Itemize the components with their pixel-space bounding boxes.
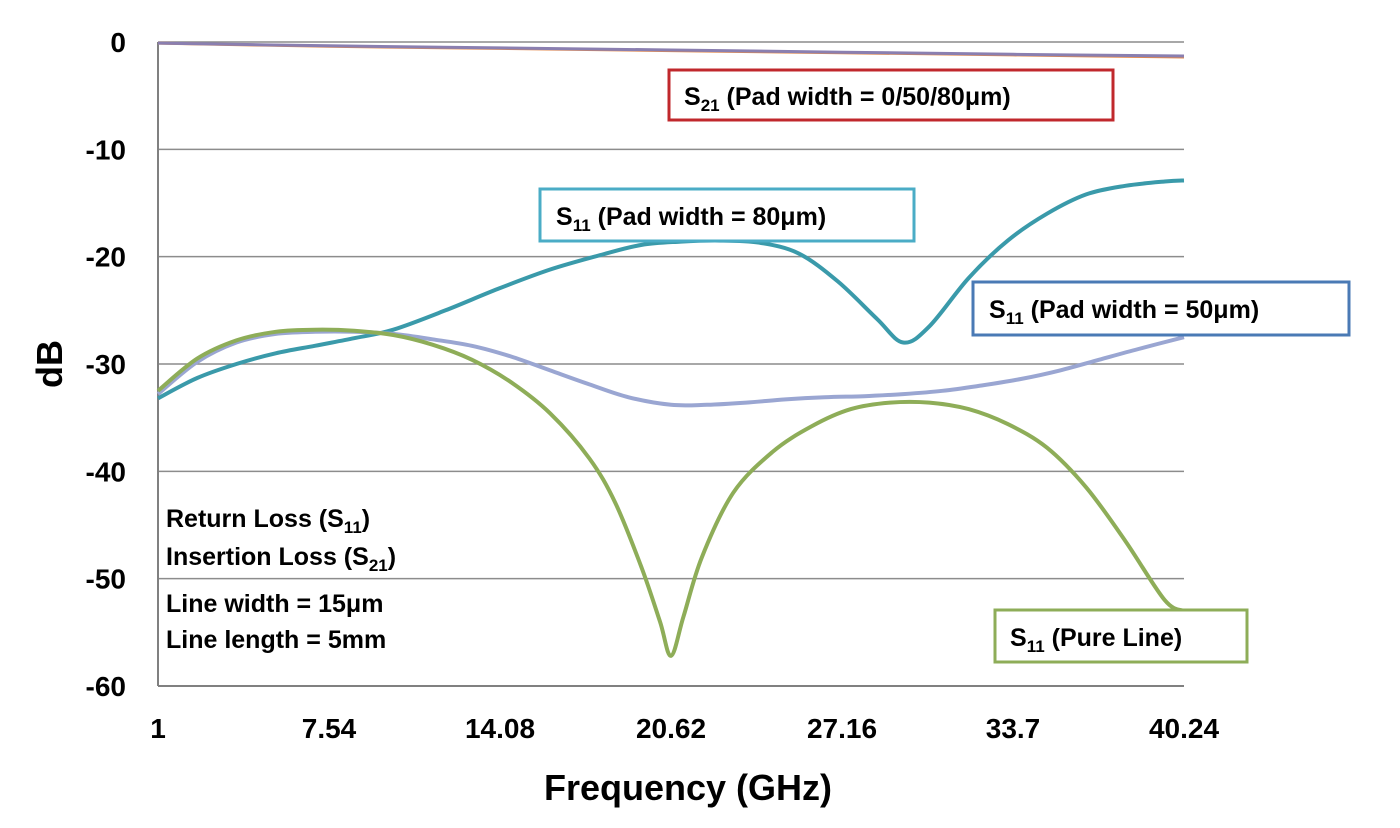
x-tick-label: 20.62 <box>636 713 706 744</box>
legend-box-s21: S21 (Pad width = 0/50/80μm) <box>667 68 1115 122</box>
x-tick-label: 27.16 <box>807 713 877 744</box>
x-tick-label: 1 <box>150 713 166 744</box>
x-axis-title: Frequency (GHz) <box>544 767 832 808</box>
legend-label-s21: S21 (Pad width = 0/50/80μm) <box>684 83 1011 115</box>
legend-box-s11-80um-border <box>538 187 916 243</box>
y-tick-labels: 0 -10 -20 -30 -40 -50 -60 <box>86 27 126 702</box>
x-tick-label: 33.7 <box>986 713 1041 744</box>
series-line-1 <box>157 41 1185 58</box>
legend-label-s11-pure-line: S11 (Pure Line) <box>1010 624 1182 656</box>
legend-box-s21-border <box>667 68 1115 122</box>
legend-box-s11-50um-border <box>971 280 1351 337</box>
legend-label-s11-80um: S11 (Pad width = 80μm) <box>556 203 826 235</box>
y-axis-title: dB <box>29 340 70 388</box>
y-tick-label: -40 <box>86 456 126 487</box>
y-tick-label: -60 <box>86 671 126 702</box>
note-line-length: Line length = 5mm <box>166 626 386 654</box>
y-tick-label: -10 <box>86 134 126 165</box>
note-line-width: Line width = 15μm <box>166 590 383 618</box>
y-tick-label: -30 <box>86 349 126 380</box>
y-tick-label: 0 <box>110 27 126 58</box>
axes <box>157 42 1184 687</box>
legend-box-s11-pure-line: S11 (Pure Line) <box>993 608 1249 664</box>
x-tick-label: 40.24 <box>1149 713 1219 744</box>
series-line-4 <box>156 327 1185 658</box>
x-tick-labels: 1 7.54 14.08 20.62 27.16 33.7 40.24 <box>150 713 1219 744</box>
grid-lines <box>158 41 1184 580</box>
x-tick-label: 7.54 <box>302 713 357 744</box>
note-insertion-loss: Insertion Loss (S21) <box>166 543 396 575</box>
y-tick-label: -50 <box>86 564 126 595</box>
legend-box-s11-50um: S11 (Pad width = 50μm) <box>971 280 1351 337</box>
legend-box-s11-pure-line-border <box>993 608 1249 664</box>
legend-box-s11-80um: S11 (Pad width = 80μm) <box>538 187 916 243</box>
note-return-loss: Return Loss (S11) <box>166 505 370 537</box>
notes-block: Return Loss (S11) Insertion Loss (S21) L… <box>166 505 396 654</box>
series-line-3 <box>156 329 1185 408</box>
y-tick-label: -20 <box>86 242 126 273</box>
legend-label-s11-50um: S11 (Pad width = 50μm) <box>989 296 1259 328</box>
x-tick-label: 14.08 <box>465 713 535 744</box>
series-lines <box>156 41 1185 658</box>
